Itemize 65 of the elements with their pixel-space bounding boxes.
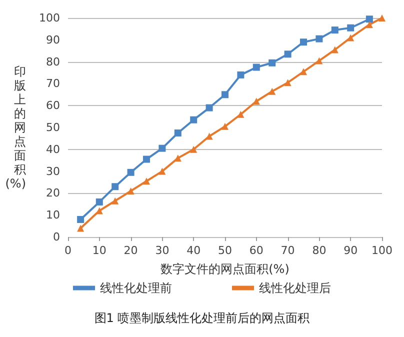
text: 图1 喷墨制版线性化处理前后的网点面积 (94, 311, 310, 325)
x-tick-label: 30 (155, 244, 170, 257)
x-tick-label: 80 (312, 244, 326, 257)
y-tick-label: 70 (46, 77, 60, 90)
point (206, 132, 213, 140)
y-tick-label: 80 (46, 55, 60, 68)
point (158, 144, 166, 152)
point (331, 26, 338, 34)
point (174, 129, 182, 136)
point (127, 188, 134, 195)
y-tick-label: 10 (46, 208, 60, 222)
y-tick-label: 100 (39, 12, 60, 24)
point (347, 24, 354, 32)
point (96, 198, 103, 206)
point (237, 71, 244, 78)
x-tick-label: 50 (218, 244, 232, 257)
x-axis-title: 数字文件的网点面积(%) (160, 262, 290, 276)
point (112, 197, 119, 204)
text: 印版上的网点面积(%) (5, 64, 26, 190)
legend-label: 线性化处理前 (100, 281, 172, 295)
point (174, 154, 182, 162)
point (143, 156, 150, 163)
point (378, 14, 386, 22)
x-tick-label: 70 (280, 244, 295, 257)
legend-label: 线性化处理后 (259, 281, 331, 295)
point (268, 88, 276, 95)
x-tick-label: 20 (124, 244, 138, 257)
point (316, 35, 323, 42)
x-tick-label: 100 (372, 244, 392, 257)
x-tick-label: 90 (344, 244, 358, 257)
y-tick-label: 40 (46, 142, 60, 156)
point (300, 68, 307, 76)
point (127, 168, 134, 176)
x-tick-label: 10 (92, 244, 106, 257)
point (112, 183, 119, 190)
y-tick-label: 90 (46, 33, 60, 46)
point (331, 46, 338, 54)
y-tick-label: 0 (53, 230, 60, 244)
point (190, 116, 198, 124)
point (158, 168, 166, 175)
point (206, 104, 213, 112)
point (222, 91, 228, 98)
point (366, 21, 373, 28)
point (222, 122, 228, 130)
point (237, 110, 244, 118)
point (284, 50, 292, 58)
point (316, 57, 323, 64)
point (143, 178, 150, 185)
point (366, 16, 373, 23)
point (77, 216, 84, 223)
y-tick-label: 60 (46, 99, 60, 112)
point (347, 34, 354, 42)
point (300, 38, 307, 46)
point (284, 79, 292, 86)
y-tick-label: 20 (46, 186, 60, 200)
y-tick-label: 30 (46, 164, 60, 178)
point (252, 64, 260, 71)
x-tick-label: 60 (249, 244, 264, 257)
x-tick-label: 40 (186, 244, 201, 257)
point (77, 224, 84, 232)
point (252, 98, 260, 105)
point (190, 146, 198, 153)
point (268, 59, 276, 66)
x-tick-label: 0 (64, 244, 72, 257)
y-tick-label: 50 (46, 121, 60, 134)
